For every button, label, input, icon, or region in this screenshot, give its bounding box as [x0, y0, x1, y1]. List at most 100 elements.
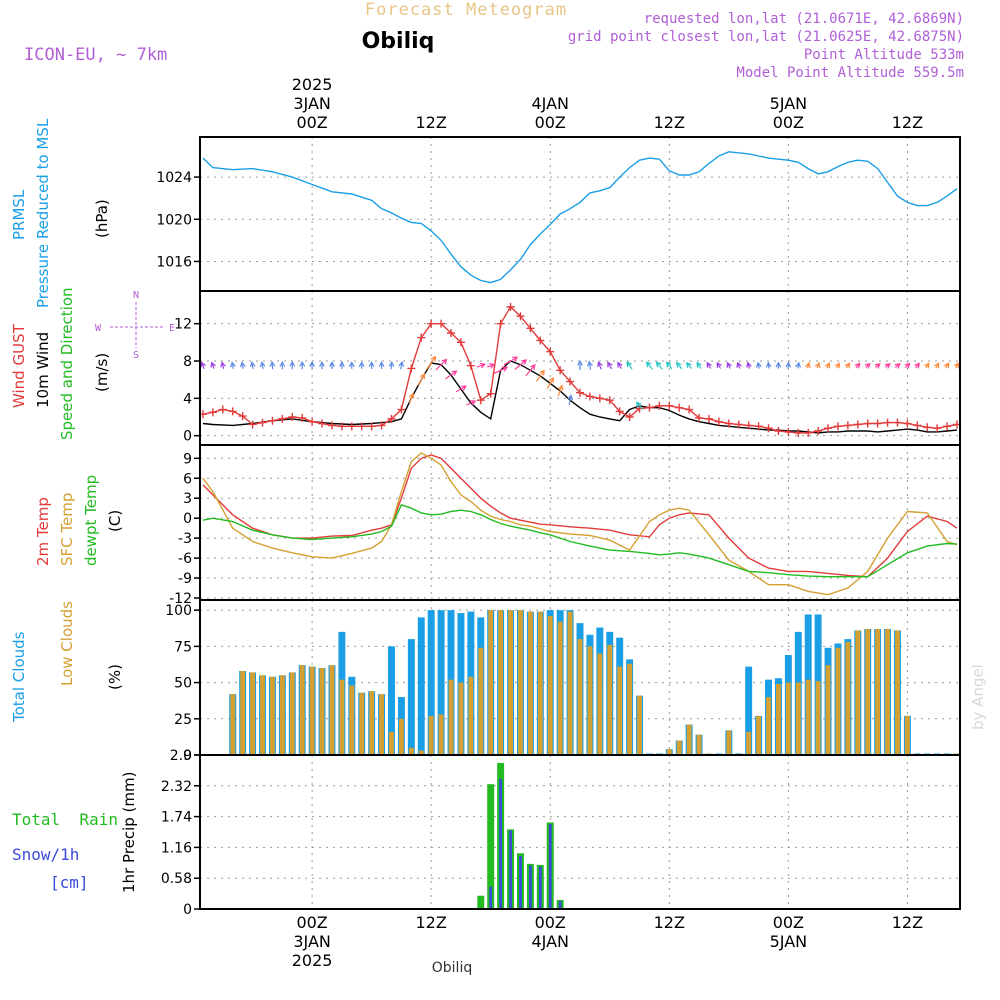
wind-direction-arrow — [358, 361, 365, 369]
requested-coordinates: requested lon,lat (21.0671E, 42.6869N) — [644, 11, 964, 27]
compass-south: S — [133, 350, 139, 361]
low-cloud-bar — [369, 691, 375, 755]
low-cloud-bar — [478, 647, 484, 755]
wind-direction-arrow — [455, 385, 467, 393]
wind-direction-arrow — [746, 361, 752, 369]
wind-direction-arrow — [378, 361, 385, 369]
gust-point — [764, 424, 773, 433]
wind-direction-arrow — [368, 361, 375, 369]
gust-point — [695, 413, 704, 422]
gust-point — [496, 319, 505, 328]
low-cloud-bar — [845, 642, 851, 755]
wind-direction-arrow — [685, 361, 692, 369]
gust-point — [417, 333, 426, 342]
pressure-label-msl: Pressure Reduced to MSL — [34, 118, 52, 308]
time-label: 12Z — [654, 913, 685, 932]
low-cloud-bar — [865, 628, 871, 755]
low-cloud-bar — [607, 644, 613, 755]
wind-panel: 0 4 8 12 Wind GUST 10m Wind Speed and Direc… — [10, 287, 962, 446]
wind-direction-arrow — [417, 373, 426, 386]
y-tick-label: 0 — [183, 902, 192, 918]
station-title: Obiliq — [362, 29, 435, 54]
gust-point — [913, 421, 922, 430]
gust-point — [943, 422, 952, 431]
time-label: 12Z — [892, 113, 923, 132]
rain-bar — [477, 895, 485, 909]
wind-direction-arrow — [269, 360, 276, 370]
time-label: 12Z — [892, 913, 923, 932]
wind-label-speed-dir: Speed and Direction — [58, 287, 76, 440]
low-cloud-bar — [686, 724, 692, 755]
time-label: 5JAN — [770, 94, 808, 113]
gust-point — [566, 377, 575, 386]
pressure-grid — [200, 137, 960, 291]
y-tick-label: 3 — [183, 491, 192, 507]
gust-point — [516, 312, 525, 321]
cloud-marks — [229, 610, 961, 755]
wind-direction-arrow — [814, 361, 821, 369]
low-cloud-bar — [488, 610, 494, 755]
low-cloud-bar — [518, 610, 523, 755]
gust-point — [318, 419, 327, 428]
gust-point — [814, 427, 823, 435]
wind-direction-arrow — [546, 377, 554, 389]
low-cloud-bar — [627, 663, 633, 755]
gust-point — [208, 408, 217, 417]
gust-point — [308, 417, 317, 426]
wind-label-gust: Wind GUST — [10, 323, 28, 408]
gust-point — [863, 419, 872, 428]
gust-point — [595, 394, 604, 403]
wind-direction-arrow — [706, 361, 712, 369]
wind-direction-arrow — [557, 384, 564, 397]
low-cloud-bar — [309, 666, 315, 755]
y-tick-label: 25 — [174, 712, 192, 728]
y-tick-label: 2.9 — [170, 748, 192, 764]
wind-10m-line — [202, 360, 958, 434]
snow-bar — [538, 866, 542, 909]
y-tick-label: 0.58 — [161, 871, 192, 887]
low-cloud-bar — [329, 665, 335, 755]
gust-point — [824, 424, 833, 433]
wind-direction-arrow — [426, 355, 437, 370]
gust-point — [804, 428, 813, 437]
low-cloud-bar — [795, 682, 801, 755]
cloud-label-total: Total Clouds — [10, 631, 28, 723]
low-cloud-bar — [895, 630, 900, 755]
gust-point — [427, 319, 436, 328]
wind-marks — [198, 302, 962, 437]
wind-direction-arrow — [933, 362, 940, 369]
gust-point — [754, 422, 763, 431]
gust-point — [476, 396, 485, 405]
low-cloud-bar — [289, 672, 295, 755]
wind-label-10m: 10m Wind — [34, 332, 52, 408]
precip-label-snow: Snow/1h — [12, 845, 79, 864]
y-tick-label: -12 — [169, 591, 192, 607]
gust-point — [576, 388, 584, 397]
gust-point — [744, 421, 753, 430]
low-cloud-bar — [250, 672, 256, 755]
compass-east: E — [169, 323, 175, 334]
wind-direction-arrow — [696, 361, 702, 369]
gust-point — [357, 422, 366, 431]
gust-point — [655, 401, 664, 410]
wind-direction-arrow — [388, 360, 395, 370]
watermark: by Angel — [969, 664, 987, 730]
wind-direction-arrow — [775, 361, 782, 369]
temp-dewpt-line — [202, 504, 958, 578]
gust-point — [933, 424, 942, 433]
wind-direction-arrow — [854, 362, 861, 369]
forecast-meteogram-title: Forecast Meteogram — [365, 0, 567, 20]
gust-point — [337, 422, 346, 431]
gust-point — [486, 389, 495, 398]
wind-direction-arrow — [338, 361, 345, 369]
gust-point — [407, 364, 416, 373]
wind-direction-arrow — [914, 362, 921, 369]
y-tick-label: 0 — [183, 429, 192, 445]
wind-direction-arrow — [249, 361, 256, 370]
precip-y-ticks: 0 0.58 1.16 1.74 2.32 2.9 — [161, 748, 200, 918]
temp-label-2m: 2m Temp — [34, 497, 52, 566]
low-cloud-bar — [547, 615, 553, 755]
y-tick-label: 6 — [183, 471, 192, 487]
